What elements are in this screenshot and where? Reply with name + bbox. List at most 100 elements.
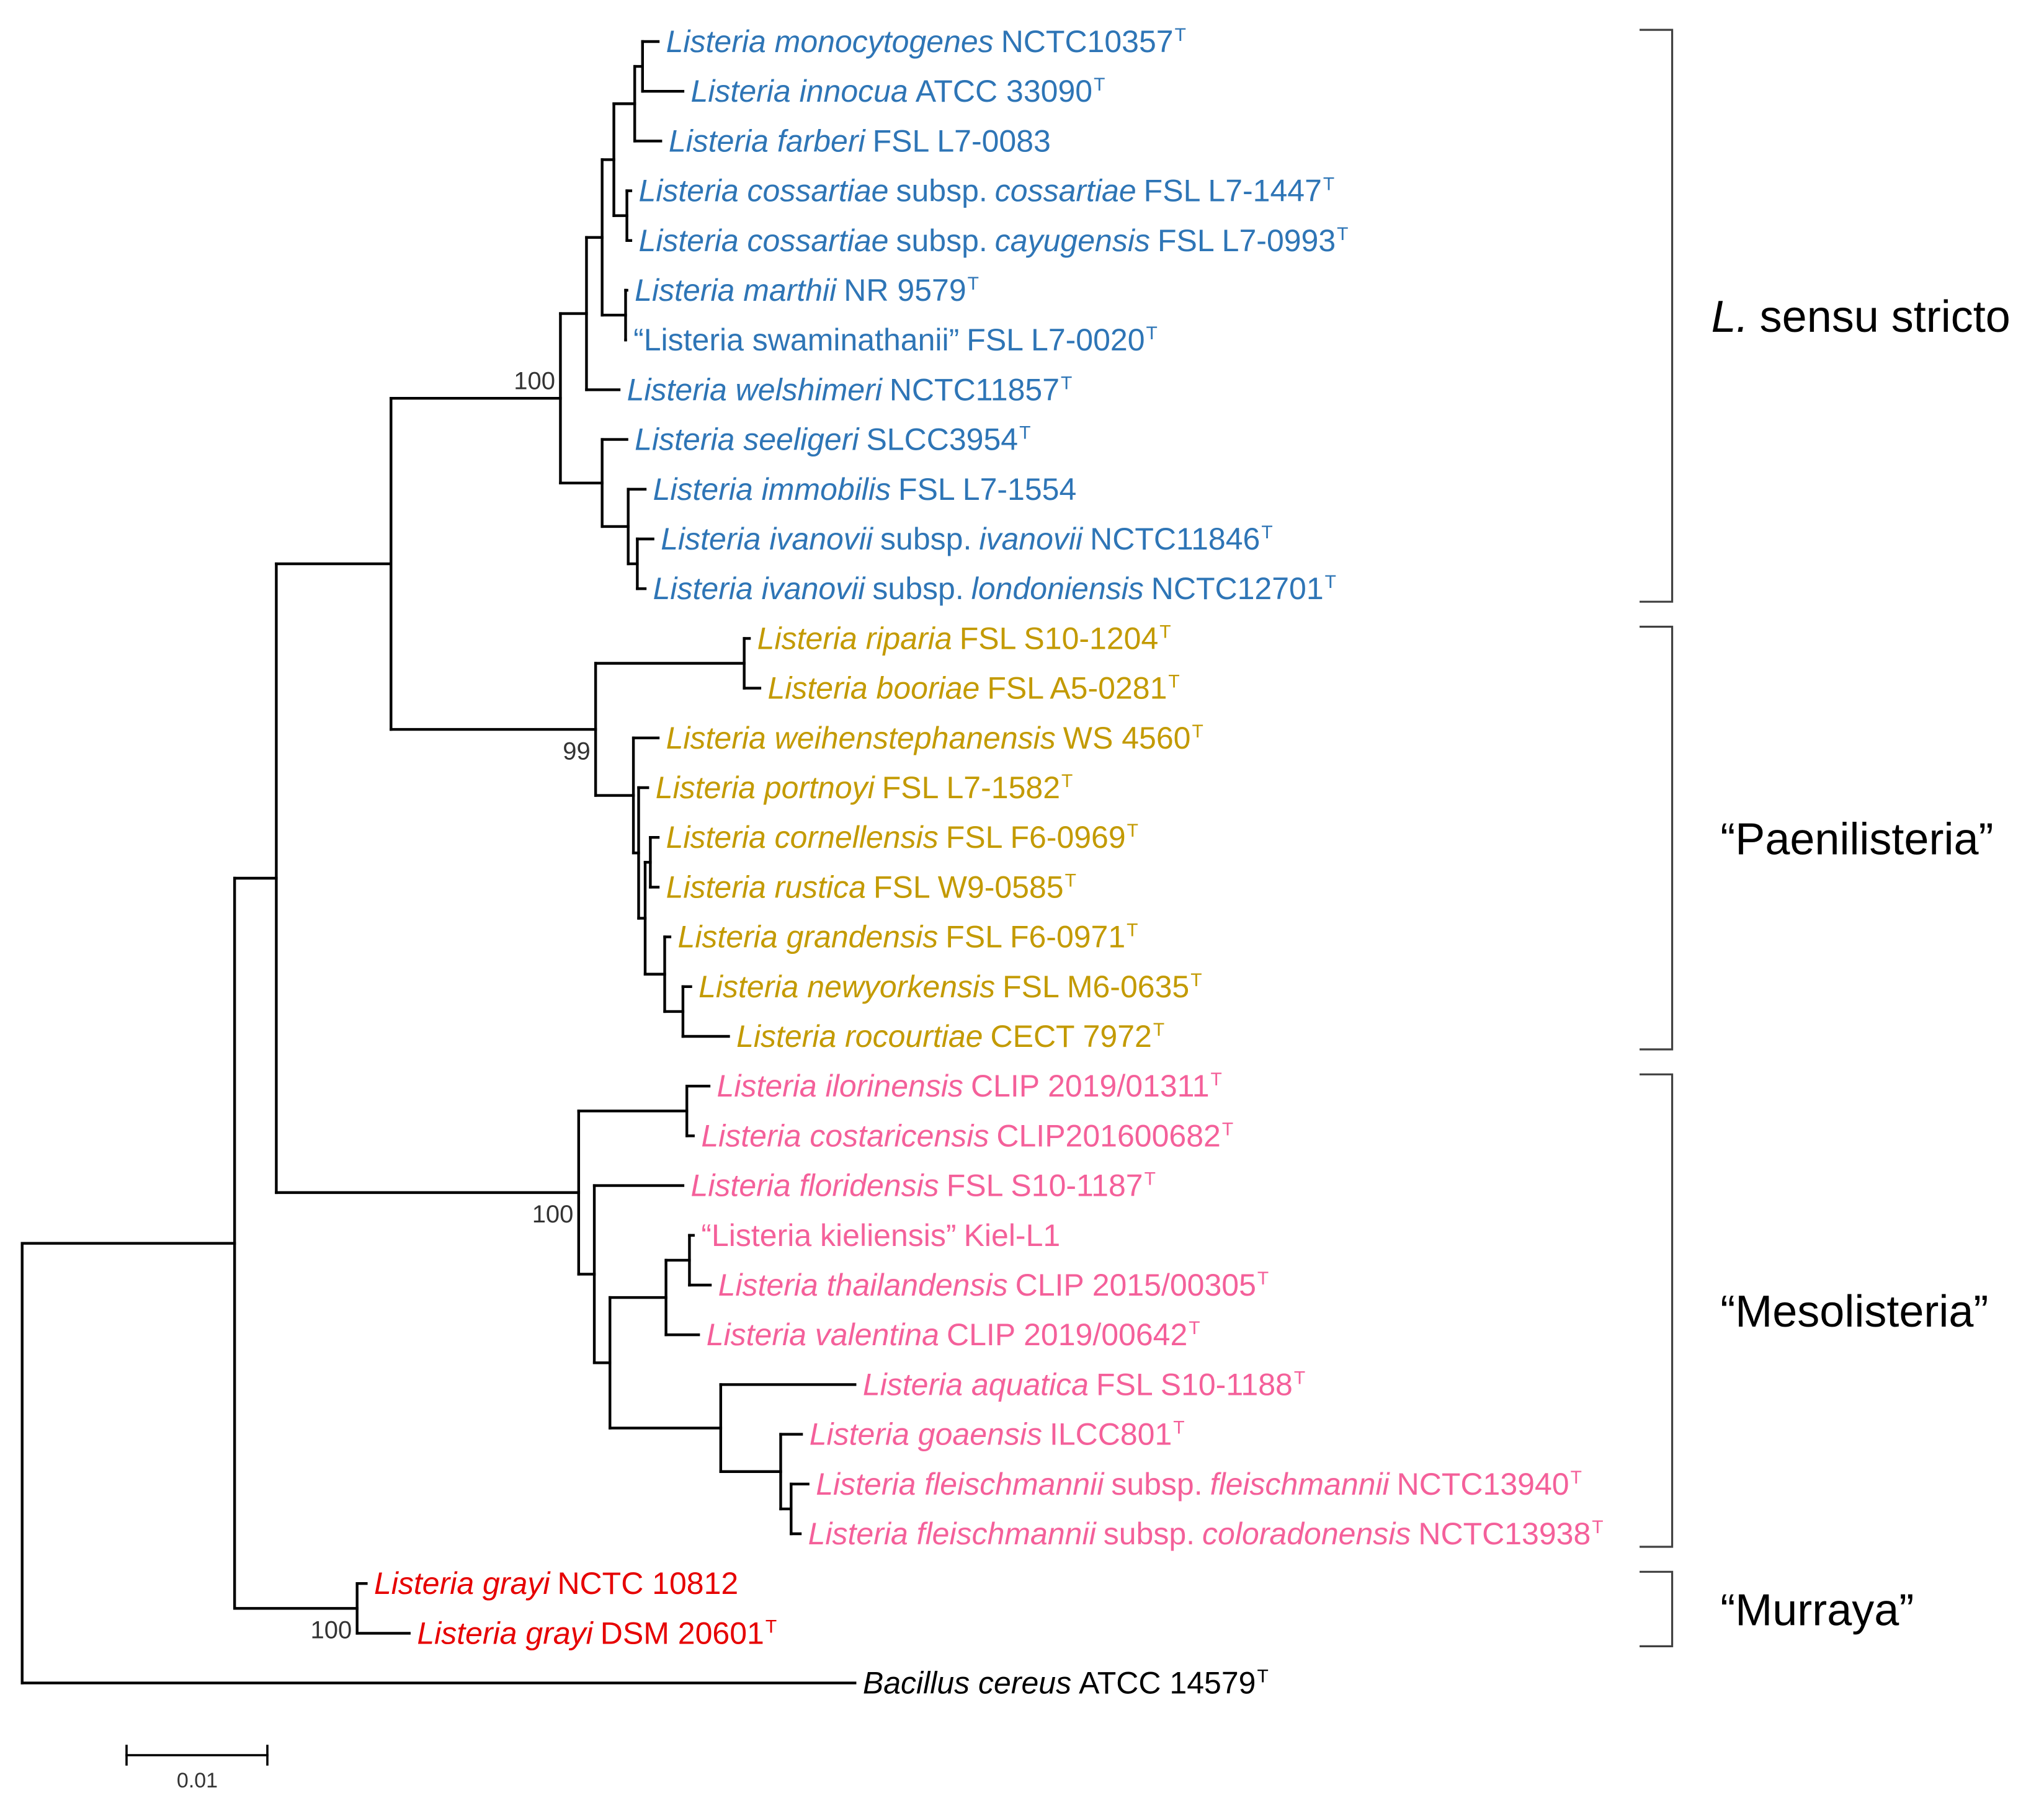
taxon-label: Listeria grayi DSM 20601T (417, 1616, 777, 1650)
taxon-label: Listeria marthii NR 9579T (635, 273, 979, 308)
taxon-label: Listeria portnoyi FSL L7-1582T (656, 770, 1073, 805)
clade-label-text: “Paenilisteria” (1720, 814, 1993, 864)
strain-id: CECT 7972 (990, 1019, 1151, 1054)
type-strain-mark: T (1145, 1169, 1156, 1190)
taxon-label: Listeria rustica FSL W9-0585T (666, 870, 1076, 904)
strain-id: NCTC13938 (1418, 1516, 1591, 1551)
taxon-name: Listeria seeligeri (635, 422, 860, 457)
taxon-name: Listeria monocytogenes (666, 24, 994, 59)
type-strain-mark: T (1094, 74, 1105, 95)
type-strain-mark: T (1061, 771, 1073, 791)
strain-id: FSL L7-0020 (966, 323, 1145, 357)
taxon-label: Listeria valentina CLIP 2019/00642T (707, 1317, 1200, 1352)
strain-id: FSL L7-0993 (1158, 223, 1336, 258)
type-strain-mark: T (1337, 224, 1348, 244)
strain-id: DSM 20601 (600, 1616, 764, 1650)
taxon-name: Listeria valentina (707, 1317, 939, 1352)
taxon-label: Listeria goaensis ILCC801T (810, 1417, 1185, 1452)
taxon-name: “Listeria swaminathanii” (633, 323, 959, 357)
strain-id: FSL F6-0969 (946, 820, 1126, 855)
taxon-label: Listeria monocytogenes NCTC10357T (666, 24, 1186, 59)
taxon-name: Listeria welshimeri (627, 372, 883, 407)
subsp-abbrev: subsp. (1104, 1516, 1195, 1551)
taxon-name: Listeria riparia (757, 621, 952, 656)
taxon-label: Listeria grandensis FSL F6-0971T (678, 920, 1138, 954)
taxon-name: Listeria portnoyi (656, 770, 876, 805)
taxon-name: Listeria rocourtiae (736, 1019, 983, 1054)
subsp-abbrev: subsp. (1111, 1467, 1202, 1502)
strain-id: ILCC801 (1050, 1417, 1172, 1452)
strain-id: CLIP 2019/00642 (947, 1317, 1187, 1352)
type-strain-mark: T (1168, 672, 1179, 692)
type-strain-mark: T (1061, 373, 1072, 393)
type-strain-mark: T (1257, 1666, 1268, 1687)
strain-id: FSL F6-0971 (945, 920, 1125, 954)
type-strain-mark: T (1189, 1318, 1200, 1338)
taxon-label: Listeria riparia FSL S10-1204T (757, 621, 1171, 656)
taxon-label: Listeria immobilis FSL L7-1554 (653, 472, 1077, 507)
strain-id: FSL S10-1187 (947, 1168, 1143, 1203)
taxon-name: Listeria innocua (691, 74, 908, 109)
strain-id: NCTC11846 (1090, 522, 1260, 556)
taxon-label: Listeria floridensis FSL S10-1187T (691, 1168, 1156, 1203)
taxon-name: Listeria floridensis (691, 1168, 939, 1203)
type-strain-mark: T (1173, 1418, 1184, 1438)
clade-label-genus: L. (1712, 292, 1749, 342)
scale-bar: 0.01 (125, 1745, 269, 1792)
strain-id: FSL L7-1554 (898, 472, 1076, 507)
taxon-name: Listeria ivanovii (653, 571, 867, 606)
type-strain-mark: T (1257, 1268, 1269, 1289)
subspecies-name: ivanovii (979, 522, 1084, 556)
subsp-abbrev: subsp. (880, 522, 971, 556)
type-strain-mark: T (1211, 1069, 1222, 1090)
bootstrap-value: 100 (532, 1201, 574, 1228)
clade-label: “Paenilisteria” (1720, 814, 1993, 864)
taxon-name: Listeria grayi (417, 1616, 594, 1650)
type-strain-mark: T (1153, 1020, 1164, 1040)
strain-id: CLIP 2019/01311 (971, 1069, 1210, 1103)
strain-id: FSL S10-1188 (1096, 1367, 1293, 1402)
bootstrap-value: 99 (563, 737, 591, 765)
type-strain-mark: T (1019, 423, 1030, 443)
subspecies-name: coloradonensis (1202, 1516, 1411, 1551)
type-strain-mark: T (1159, 621, 1171, 642)
strain-id: NCTC11857 (890, 372, 1060, 407)
subsp-abbrev: subsp. (896, 223, 987, 258)
strain-id: FSL L7-1447 (1144, 174, 1322, 208)
strain-id: FSL M6-0635 (1002, 969, 1189, 1004)
taxon-label: Listeria cossartiae subsp. cayugensis FSL L… (638, 223, 1348, 258)
taxon-name: Listeria immobilis (653, 472, 891, 507)
type-strain-mark: T (1127, 920, 1138, 941)
taxon-label: Listeria ivanovii subsp. londoniensis NCTC1… (653, 571, 1336, 606)
clade-label: “Mesolisteria” (1720, 1287, 1988, 1337)
type-strain-mark: T (1592, 1517, 1603, 1537)
strain-id: ATCC 33090 (916, 74, 1092, 109)
taxon-label: Listeria rocourtiae CECT 7972T (736, 1019, 1164, 1054)
strain-id: NCTC10357 (1001, 24, 1174, 59)
clade-label-text: “Murraya” (1720, 1585, 1914, 1635)
strain-id: FSL W9-0585 (873, 870, 1064, 904)
taxon-label: “Listeria kieliensis” Kiel-L1 (701, 1218, 1060, 1253)
taxon-name: Listeria newyorkensis (698, 969, 995, 1004)
taxon-name: Listeria costaricensis (701, 1118, 989, 1153)
taxon-label: Listeria aquatica FSL S10-1188T (863, 1367, 1305, 1402)
strain-id: NCTC13940 (1397, 1467, 1569, 1502)
taxon-label: Listeria fleischmannii subsp. fleischmanni… (816, 1467, 1582, 1502)
strain-id: ATCC 14579 (1079, 1666, 1256, 1701)
type-strain-mark: T (1571, 1467, 1582, 1488)
scale-bar-label: 0.01 (177, 1769, 218, 1792)
taxon-name: Listeria goaensis (810, 1417, 1042, 1452)
taxon-label: Listeria seeligeri SLCC3954T (635, 422, 1030, 457)
type-strain-mark: T (1325, 572, 1336, 592)
strain-id: FSL A5-0281 (987, 671, 1167, 706)
taxon-name: Listeria weihenstephanensis (666, 721, 1056, 755)
type-strain-mark: T (1175, 25, 1186, 45)
bootstrap-values: 100 99 100 100 (311, 367, 591, 1644)
clade-brackets: L. sensu stricto “Paenilisteria” “Mesoliste… (1640, 29, 2011, 1648)
type-strain-mark: T (1323, 174, 1334, 195)
clade-label: L. sensu stricto (1712, 292, 2011, 342)
taxon-label: Listeria booriae FSL A5-0281T (767, 671, 1179, 706)
taxon-name: Listeria cornellensis (666, 820, 939, 855)
taxon-name: Listeria grandensis (678, 920, 939, 954)
